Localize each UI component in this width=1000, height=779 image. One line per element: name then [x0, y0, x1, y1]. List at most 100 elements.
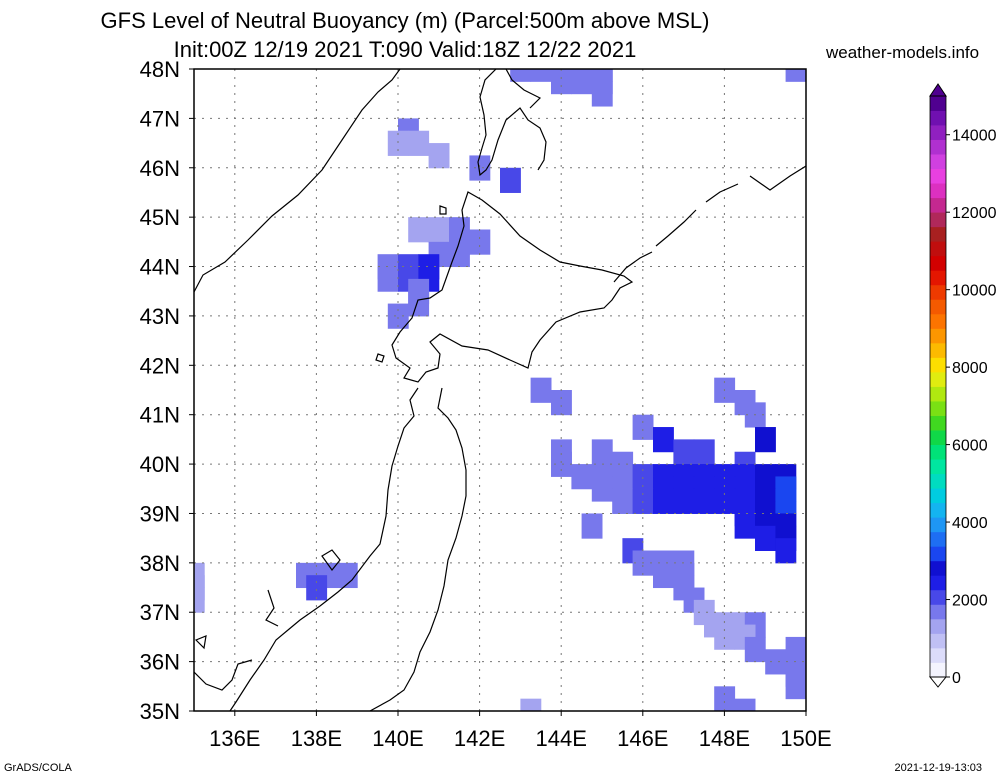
field-cell — [336, 562, 358, 589]
colorbar-swatch — [930, 589, 946, 605]
field-cell — [510, 69, 532, 82]
peninsula-coast — [194, 589, 279, 691]
colorbar-swatch — [930, 168, 946, 184]
colorbar-swatch — [930, 488, 946, 504]
lon-tick-label: 144E — [536, 726, 587, 751]
field-cell — [500, 167, 521, 193]
field-cell — [591, 476, 613, 502]
colorbar-tick-label: 14000 — [952, 128, 997, 145]
lon-tick-label: 142E — [454, 726, 505, 751]
colorbar-swatch — [930, 96, 946, 111]
coastlines — [194, 69, 806, 711]
colorbar-tick-label: 12000 — [952, 205, 997, 222]
field-cell — [591, 439, 613, 465]
lat-tick-label: 47N — [140, 106, 180, 131]
generation-timestamp: 2021-12-19-13:03 — [894, 762, 982, 774]
field-cell — [755, 525, 776, 551]
field-cell — [775, 538, 797, 564]
colorbar-swatch — [930, 255, 946, 271]
lat-tick-label: 38N — [140, 551, 180, 576]
oki-island — [194, 635, 207, 650]
colorbar-swatch — [930, 546, 946, 562]
field-cell — [673, 439, 695, 465]
software-credit: GrADS/COLA — [4, 762, 72, 774]
colorbar-swatch — [930, 662, 946, 678]
field-cell — [673, 488, 695, 514]
field-cell — [408, 217, 430, 243]
lon-tick-label: 136E — [209, 726, 260, 751]
field-cell — [377, 266, 399, 292]
colorbar-swatch — [930, 459, 946, 475]
site-credit: weather-models.info — [826, 43, 980, 62]
rishiri-island — [439, 205, 447, 215]
mainland-coast — [194, 69, 401, 293]
lon-tick-label: 140E — [372, 726, 423, 751]
colorbar-tick-label: 4000 — [952, 515, 988, 532]
colorbar-swatch — [930, 357, 946, 373]
field-cell — [653, 488, 674, 514]
lon-tick-label: 138E — [291, 726, 342, 751]
lon-tick-label: 146E — [617, 726, 668, 751]
field-cell — [744, 636, 766, 663]
colorbar-swatch — [930, 444, 946, 460]
colorbar-swatch — [930, 284, 946, 300]
field-cell — [387, 303, 409, 329]
colorbar-swatch — [930, 226, 946, 242]
lat-tick-label: 41N — [140, 403, 180, 428]
colorbar-swatch — [930, 531, 946, 547]
field-cell — [693, 439, 715, 465]
plot-frame — [193, 68, 807, 712]
field-cell — [714, 686, 736, 711]
field-cell — [571, 464, 593, 490]
buoyancy-field — [194, 69, 806, 711]
field-cell — [428, 143, 450, 169]
field-cell — [408, 291, 430, 317]
colorbar-swatch — [930, 560, 946, 576]
field-cell — [551, 69, 572, 95]
field-cell — [653, 562, 674, 589]
colorbar-swatch — [930, 604, 946, 620]
map-subtitle: Init:00Z 12/19 2021 T:090 Valid:18Z 12/2… — [173, 37, 637, 62]
colorbar-swatch — [930, 139, 946, 155]
field-cell — [785, 673, 806, 700]
field-cell — [551, 451, 572, 477]
lat-tick-label: 39N — [140, 501, 180, 526]
colorbar-tick-label: 2000 — [952, 593, 988, 610]
colorbar-swatch — [930, 371, 946, 387]
lat-tick-label: 43N — [140, 304, 180, 329]
field-cell — [387, 130, 409, 156]
colorbar-swatch — [930, 647, 946, 663]
field-cell — [591, 81, 613, 107]
field-cell — [785, 69, 806, 82]
sakhalin-coast — [477, 69, 547, 177]
colorbar-tick-label: 6000 — [952, 438, 988, 455]
field-cell — [734, 698, 756, 711]
lat-tick-label: 42N — [140, 353, 180, 378]
colorbar-swatch — [930, 110, 946, 126]
field-cell — [632, 414, 654, 440]
lat-tick-label: 37N — [140, 600, 180, 625]
colorbar-swatch — [930, 415, 946, 431]
colorbar-swatch — [930, 618, 946, 634]
field-cell — [581, 513, 603, 539]
colorbar-tick-label: 0 — [952, 670, 961, 687]
lat-tick-label: 45N — [140, 205, 180, 230]
colorbar-swatch — [930, 241, 946, 257]
colorbar-swatch — [930, 125, 946, 140]
lon-tick-label: 148E — [699, 726, 750, 751]
field-cell — [765, 649, 787, 675]
colorbar: 0 2000 4000 6000 8000 10000 12000 14000 — [928, 83, 997, 688]
okushiri-island — [375, 353, 385, 363]
field-cell — [469, 229, 491, 255]
field-cell — [551, 390, 572, 416]
honshu-coast — [229, 387, 467, 711]
colorbar-swatch — [930, 270, 946, 286]
colorbar-swatch — [930, 328, 946, 344]
field-cell — [194, 587, 205, 613]
colorbar-swatch — [930, 197, 946, 213]
colorbar-frame — [929, 95, 947, 678]
field-cell — [693, 488, 715, 514]
colorbar-max-arrow — [929, 83, 947, 97]
colorbar-tick-label: 10000 — [952, 283, 997, 300]
